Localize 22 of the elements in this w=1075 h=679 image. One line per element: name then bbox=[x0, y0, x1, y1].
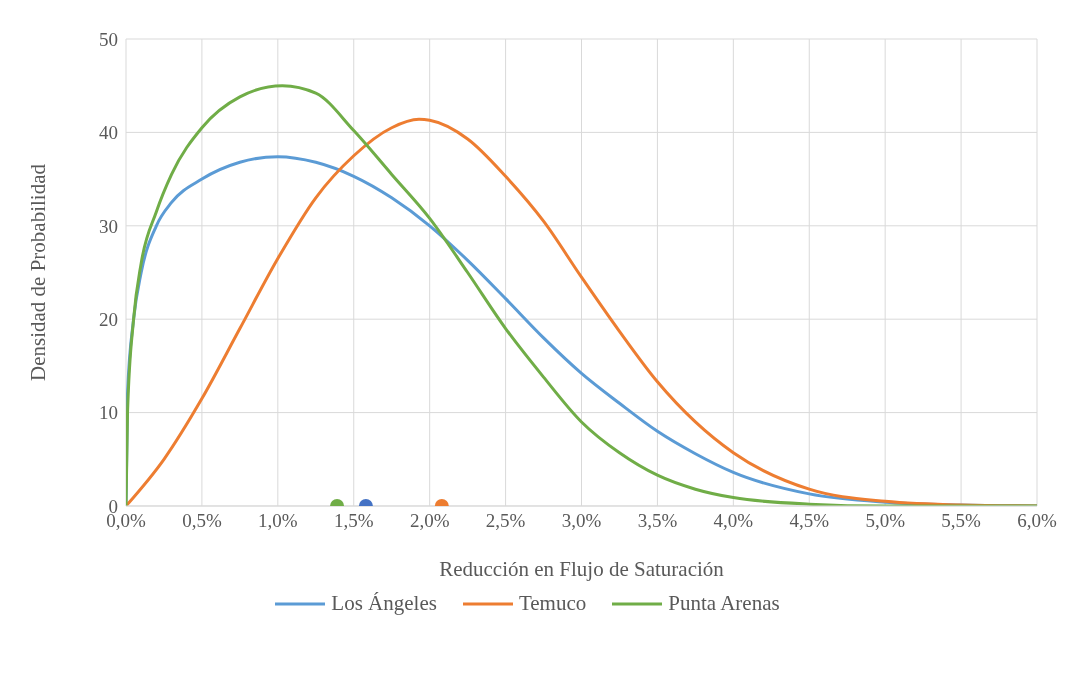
x-tick-label: 2,5% bbox=[485, 510, 526, 532]
y-tick-label: 10 bbox=[99, 402, 118, 424]
x-tick-label: 3,0% bbox=[561, 510, 602, 532]
legend-label: Punta Arenas bbox=[668, 591, 780, 616]
y-tick-label: 30 bbox=[99, 215, 118, 237]
x-tick-label: 1,0% bbox=[258, 510, 298, 532]
x-tick-label: 4,5% bbox=[789, 510, 830, 532]
y-tick-label: 50 bbox=[99, 28, 118, 50]
x-tick-label: 2,0% bbox=[409, 510, 450, 532]
x-tick-label: 5,5% bbox=[941, 510, 982, 532]
x-axis-title: Reducción en Flujo de Saturación bbox=[439, 557, 725, 581]
x-tick-label: 3,5% bbox=[637, 510, 678, 532]
legend-label: Los Ángeles bbox=[331, 591, 437, 616]
x-tick-label: 0,5% bbox=[182, 510, 222, 532]
x-tick-label: 4,0% bbox=[713, 510, 754, 532]
x-tick-label: 6,0% bbox=[1017, 510, 1057, 532]
x-tick-label: 1,5% bbox=[333, 510, 374, 532]
y-tick-label: 40 bbox=[99, 122, 118, 144]
legend-label: Temuco bbox=[518, 591, 587, 616]
y-tick-label: 20 bbox=[99, 308, 118, 330]
x-tick-label: 5,0% bbox=[865, 510, 906, 532]
y-axis-title: Densidad de Probabilidad bbox=[26, 163, 51, 381]
